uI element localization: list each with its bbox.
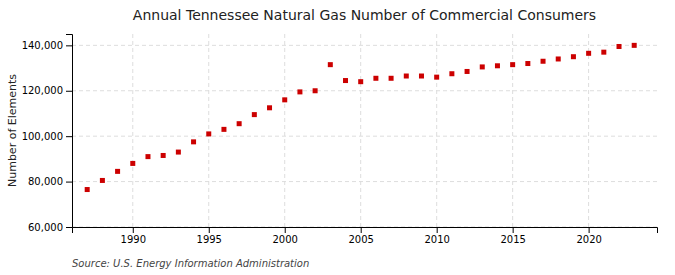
point (237, 121, 242, 126)
tick-mark (66, 136, 72, 137)
tick: 2010 (424, 227, 449, 245)
title: Annual Tennessee Natural Gas Number of C… (133, 7, 596, 23)
grid-line (132, 34, 133, 227)
point (100, 178, 105, 183)
tick-mark (66, 182, 72, 183)
tick-mark (437, 227, 438, 233)
point (373, 76, 378, 81)
grid-line (588, 34, 589, 227)
point (130, 161, 135, 166)
source: Source: U.S. Energy Information Administ… (72, 258, 309, 269)
tick-label: 2015 (500, 234, 525, 245)
axis-line (73, 228, 658, 234)
points (85, 43, 637, 192)
point (404, 74, 409, 79)
tick-mark (513, 227, 514, 233)
grid-line (72, 45, 657, 46)
tick: 2005 (348, 227, 373, 245)
tick-label: 2020 (576, 234, 601, 245)
y-axis: 60,000 80,000 100,000 120,000 140,000 (22, 35, 73, 233)
point (495, 63, 500, 68)
tick: 100,000 (22, 131, 72, 142)
tick-mark (66, 45, 72, 46)
plot-area: 1990 1995 2000 2005 2010 2015 2020 60,000 80,000… (22, 34, 658, 245)
point (343, 78, 348, 83)
point (541, 59, 546, 64)
axis-line (66, 35, 73, 228)
point (328, 62, 333, 67)
point (252, 112, 257, 117)
point (206, 131, 211, 136)
point (510, 62, 515, 67)
tick: 140,000 (22, 40, 72, 51)
point (115, 169, 120, 174)
tick-label: 80,000 (28, 176, 63, 187)
grid (72, 34, 657, 227)
point (145, 154, 150, 159)
point (282, 97, 287, 102)
tick-label: 2005 (348, 234, 373, 245)
tick: 1990 (121, 227, 146, 245)
tick: 120,000 (22, 85, 72, 96)
point (465, 69, 470, 74)
tick-label: 60,000 (28, 222, 63, 233)
point (297, 89, 302, 94)
grid-line (208, 34, 209, 227)
point (267, 105, 272, 110)
grid-line (72, 136, 657, 137)
point (191, 139, 196, 144)
point (449, 71, 454, 76)
tick-mark (361, 227, 362, 233)
point (389, 76, 394, 81)
point (601, 50, 606, 55)
point (419, 74, 424, 79)
point (556, 56, 561, 61)
tick-label: 120,000 (22, 85, 63, 96)
y-axis-title: Number of Elements (6, 74, 19, 187)
point (480, 64, 485, 69)
point (571, 54, 576, 59)
point (525, 61, 530, 66)
tick-mark (66, 227, 72, 228)
grid-line (436, 34, 437, 227)
tick: 2020 (576, 227, 601, 245)
tick-mark (285, 227, 286, 233)
point (632, 43, 637, 48)
tick-label: 100,000 (22, 131, 63, 142)
grid-line (72, 90, 657, 91)
chart: 1990 1995 2000 2005 2010 2015 2020 60,000 80,000… (0, 0, 675, 275)
tick-mark (589, 227, 590, 233)
tick-label: 2010 (424, 234, 449, 245)
tick-mark (209, 227, 210, 233)
grid-line (284, 34, 285, 227)
tick-label: 1995 (197, 234, 222, 245)
point (176, 150, 181, 155)
point (221, 127, 226, 132)
tick-label: 2000 (273, 234, 298, 245)
grid-line (72, 181, 657, 182)
point (85, 187, 90, 192)
tick: 80,000 (28, 176, 72, 187)
point (434, 75, 439, 80)
tick-label: 140,000 (22, 40, 63, 51)
point (358, 79, 363, 84)
tick-mark (133, 227, 134, 233)
x-axis: 1990 1995 2000 2005 2010 2015 2020 (73, 227, 658, 245)
tick: 60,000 (28, 222, 72, 233)
tick: 2000 (273, 227, 298, 245)
point (586, 51, 591, 56)
tick-label: 1990 (121, 234, 146, 245)
tick-mark (66, 91, 72, 92)
grid-line (360, 34, 361, 227)
point (313, 88, 318, 93)
tick: 2015 (500, 227, 525, 245)
tick: 1995 (197, 227, 222, 245)
point (617, 44, 622, 49)
point (161, 153, 166, 158)
